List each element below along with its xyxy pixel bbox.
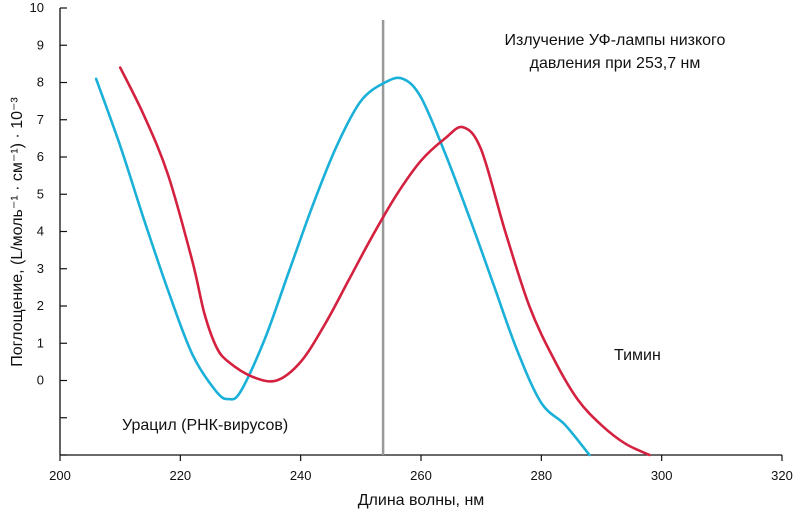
y-tick-label: 3 [37,261,44,276]
axes [59,8,782,456]
y-tick-label: 9 [37,37,44,52]
y-tick-label: 6 [37,149,44,164]
y-tick-label: 5 [37,186,44,201]
y-axis-title: Поглощение, (L/моль⁻¹ · см⁻¹) · 10⁻³ [9,97,26,367]
y-tick-label: 8 [37,75,44,90]
x-tick-label: 260 [410,468,432,483]
y-tick-label: 1 [37,335,44,350]
y-tick-label: 10 [30,0,44,15]
x-ticks: 200 220 240 260 280 300 320 [49,455,793,483]
y-tick-label: 7 [37,112,44,127]
uracil-label: Урацил (РНК-вирусов) [122,417,288,434]
x-axis-title: Длина волны, нм [358,492,485,509]
x-tick-label: 300 [651,468,673,483]
x-tick-label: 240 [290,468,312,483]
y-ticks: 0 1 2 3 4 5 6 7 8 9 10 [30,0,67,456]
thymine-label: Тимин [614,347,661,364]
series-lines [94,66,651,457]
lamp-annotation-line2: давления при 253,7 нм [530,55,701,72]
x-tick-label: 280 [530,468,552,483]
series-line-uracil [94,76,591,457]
x-tick-label: 320 [771,468,793,483]
y-tick-label: 4 [37,224,44,239]
x-tick-label: 220 [169,468,191,483]
y-tick-label: 2 [37,298,44,313]
y-tick-label: 0 [37,373,44,388]
series-line-thymine [118,66,651,457]
lamp-annotation-line1: Излучение УФ-лампы низкого [505,32,726,49]
x-tick-label: 200 [49,468,71,483]
